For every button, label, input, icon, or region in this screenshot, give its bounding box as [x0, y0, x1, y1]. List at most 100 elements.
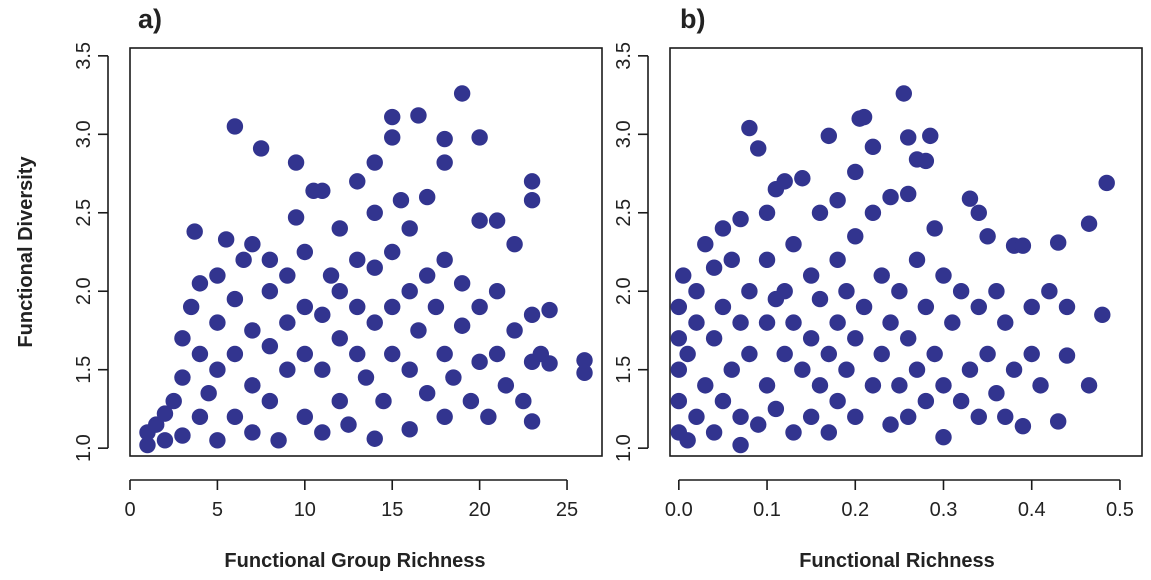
data-point: [418, 267, 436, 284]
data-point: [174, 330, 191, 347]
data-point: [314, 306, 331, 323]
data-point: [855, 298, 873, 316]
panel-b: b) 0.0 0.1 0.2 0.3 0.4 0.51.01.52.02.53.03.5 …: [613, 4, 1143, 572]
data-point: [794, 361, 811, 378]
data-point: [908, 361, 926, 378]
data-point: [139, 436, 156, 454]
y-axis-title: Functional Diversity: [15, 156, 37, 348]
data-point: [855, 108, 873, 126]
data-point: [401, 220, 418, 237]
data-point: [191, 275, 209, 292]
data-point: [935, 377, 952, 394]
data-point: [191, 345, 209, 363]
data-point: [261, 251, 279, 269]
data-point: [436, 408, 453, 425]
panel-b-x-axis-title: Functional Richness: [799, 550, 995, 572]
data-point: [776, 173, 793, 190]
data-point: [471, 353, 488, 371]
data-point: [252, 140, 270, 157]
data-point: [349, 345, 366, 363]
x-tick-label: 0.1: [753, 499, 781, 521]
data-point: [1080, 215, 1098, 232]
data-point: [714, 220, 732, 237]
data-point: [506, 322, 523, 339]
data-point: [900, 408, 917, 425]
data-point: [1098, 174, 1115, 192]
data-point: [418, 188, 436, 206]
data-point: [331, 330, 348, 347]
x-tick-label: 0.3: [930, 499, 958, 521]
data-point: [670, 392, 688, 410]
data-point: [900, 330, 917, 347]
data-point: [988, 385, 1005, 402]
panel-a-axes: 0 5 10 15 20 25 1.0 1.5 2.0 2.5 3.0 3.5: [73, 42, 578, 521]
data-point: [811, 204, 829, 221]
data-point: [384, 243, 401, 261]
data-point: [882, 188, 899, 206]
data-point: [226, 408, 244, 425]
data-point: [820, 345, 838, 363]
panel-a-plot-frame: [129, 47, 603, 457]
data-point: [462, 392, 480, 410]
data-point: [226, 290, 244, 308]
data-point: [261, 337, 279, 355]
data-point: [926, 345, 943, 363]
data-point: [829, 192, 846, 209]
data-point: [811, 290, 829, 308]
data-point: [794, 170, 811, 187]
data-point: [785, 314, 802, 331]
y-tick-label: 2.0: [73, 277, 95, 305]
data-point: [261, 392, 279, 410]
data-point: [688, 283, 705, 300]
data-point: [488, 283, 506, 300]
data-point: [802, 330, 820, 347]
data-point: [758, 204, 776, 221]
data-point: [226, 345, 244, 363]
data-point: [471, 298, 488, 316]
data-point: [1005, 361, 1023, 378]
panel-a-points: [139, 85, 593, 454]
data-point: [1014, 237, 1032, 254]
data-point: [366, 154, 383, 171]
data-point: [1049, 234, 1067, 251]
data-point: [705, 259, 723, 276]
data-point: [776, 345, 793, 363]
data-point: [497, 377, 515, 394]
data-point: [829, 251, 846, 269]
data-point: [864, 138, 882, 156]
data-point: [322, 267, 340, 284]
data-point: [366, 204, 383, 221]
data-point: [891, 283, 908, 300]
data-point: [453, 317, 471, 334]
data-point: [705, 424, 723, 441]
x-tick-label: 0.0: [665, 499, 693, 521]
data-point: [802, 408, 820, 425]
data-point: [758, 314, 776, 331]
data-point: [723, 361, 740, 378]
data-point: [375, 392, 392, 410]
data-point: [908, 251, 926, 269]
data-point: [811, 377, 829, 394]
data-point: [882, 314, 899, 331]
data-point: [714, 298, 732, 316]
data-point: [209, 432, 226, 449]
data-point: [401, 283, 418, 300]
data-point: [410, 322, 427, 339]
data-point: [436, 154, 453, 171]
data-point: [331, 220, 348, 237]
data-point: [895, 85, 912, 102]
data-point: [279, 267, 296, 284]
x-tick-label: 0.2: [841, 499, 869, 521]
y-tick-label: 3.5: [73, 42, 95, 70]
data-point: [244, 424, 261, 441]
panel-b-label: b): [680, 4, 705, 34]
data-point: [296, 408, 314, 425]
data-point: [750, 416, 767, 433]
data-point: [392, 192, 410, 209]
data-point: [873, 345, 890, 363]
data-point: [200, 385, 217, 402]
data-point: [541, 355, 558, 372]
data-point: [697, 377, 714, 394]
data-point: [410, 107, 427, 124]
